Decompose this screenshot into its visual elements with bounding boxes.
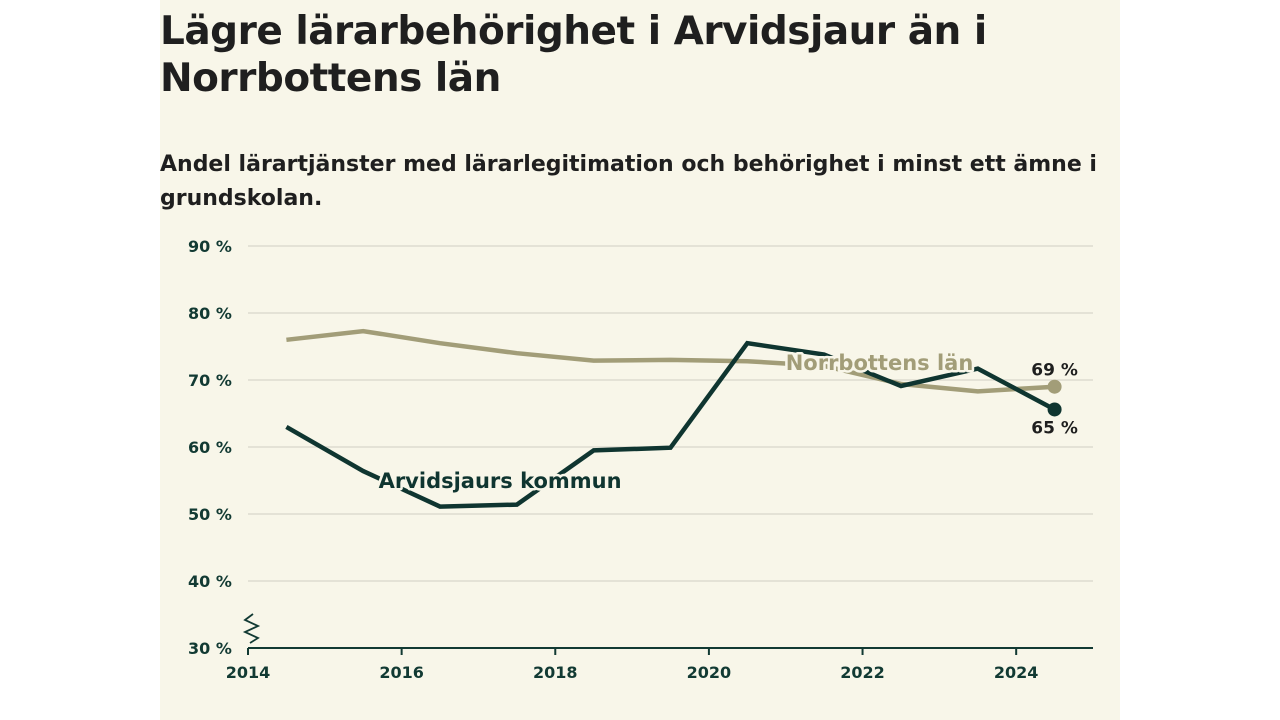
chart-title: Lägre lärarbehörighet i Arvidsjaur än i … (160, 9, 987, 101)
y-tick-label: 90 % (188, 237, 232, 256)
x-tick-label: 2020 (687, 663, 732, 682)
y-tick-label: 50 % (188, 505, 232, 524)
y-tick-label: 40 % (188, 572, 232, 591)
y-tick-label: 30 % (188, 639, 232, 658)
end-value-label: 69 % (1031, 361, 1078, 381)
x-tick-label: 2024 (994, 663, 1039, 682)
y-tick-label: 80 % (188, 304, 232, 323)
grid-lines (248, 245, 1093, 582)
axes: 30 % 40 % 50 % 60 % 70 % 80 % 90 % 2014 2016 2018… (188, 237, 1093, 682)
x-tick-label: 2014 (226, 663, 271, 682)
end-point (1047, 379, 1062, 394)
end-value-label: 65 % (1031, 418, 1078, 438)
series-name-label: Norrbottens län (786, 351, 974, 375)
series-line-norrbotten (286, 328, 1055, 394)
series-line-arvidsjaur (285, 340, 1056, 509)
chart-subtitle: Andel lärartjänster med lärarlegitimatio… (160, 152, 1097, 211)
series-labels: 69 % Norrbottens län 65 % Arvidsjaurs kommu… (376, 348, 1078, 495)
end-point (1047, 402, 1062, 417)
y-tick-label: 70 % (188, 371, 232, 390)
x-tick-label: 2022 (840, 663, 885, 682)
y-tick-label: 60 % (188, 438, 232, 457)
x-tick-label: 2016 (379, 663, 424, 682)
x-tick-label: 2018 (533, 663, 578, 682)
series-name-label: Arvidsjaurs kommun (379, 469, 622, 493)
axis-break-icon (242, 613, 261, 644)
series-lines (285, 328, 1062, 509)
